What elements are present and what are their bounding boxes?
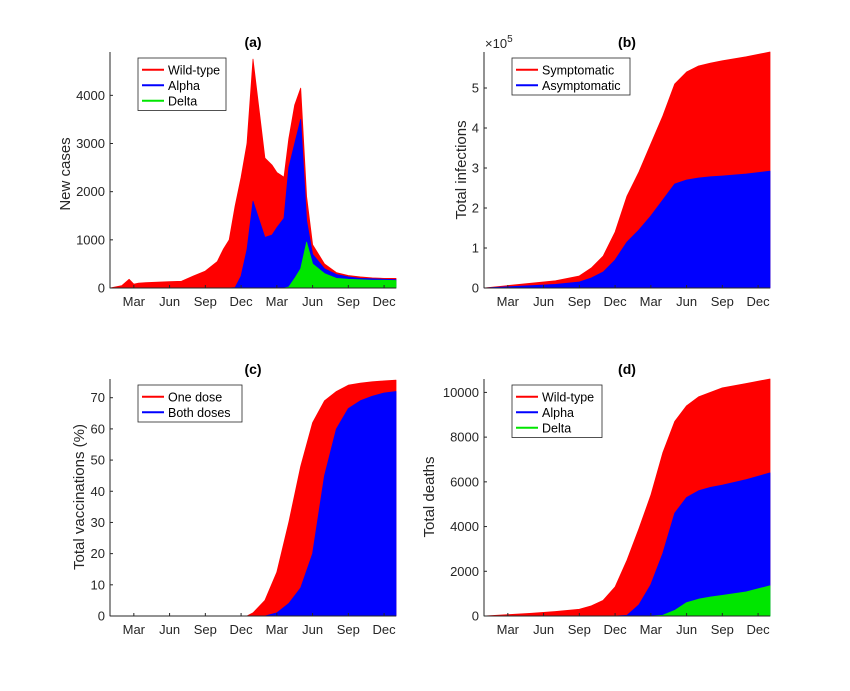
panel-a-x-tick-label: Sep — [337, 294, 360, 309]
panel-c-x-tick-label: Mar — [266, 622, 289, 637]
panel-a-y-tick-label: 1000 — [76, 232, 105, 247]
panel-b-x-tick-label: Mar — [640, 294, 663, 309]
panel-b-area-asymptomatic — [483, 170, 771, 289]
panel-d-y-tick-label: 8000 — [450, 430, 479, 445]
panel-a: 0 1000 2000 3000 4000 Mar Jun Sep Dec Mar Jun Sep De… — [57, 34, 397, 309]
panel-a-x-tick-label: Mar — [123, 294, 146, 309]
panel-a-legend-label-wild-type: Wild-type — [168, 63, 220, 77]
panel-b-x-tick-label: Dec — [747, 294, 771, 309]
panel-c-x-tick-label: Mar — [123, 622, 146, 637]
panel-b-ylabel: Total infections — [453, 120, 470, 219]
panel-c-x-tick-label: Dec — [230, 622, 254, 637]
panel-a-x-tick-label: Dec — [230, 294, 254, 309]
panel-a-legend-label-delta: Delta — [168, 94, 197, 108]
panel-b-legend-box — [511, 57, 631, 96]
panel-d-x-tick-label: Mar — [640, 622, 663, 637]
panel-a-x-tick-label: Jun — [159, 294, 180, 309]
panel-d-y-tick-label: 4000 — [450, 519, 479, 534]
panel-c-legend-label-both-doses: Both doses — [168, 406, 231, 420]
panel-b-x-tick-label: Mar — [497, 294, 520, 309]
panel-b-y-tick-label: 4 — [472, 121, 479, 136]
panel-d-x-tick-label: Sep — [568, 622, 591, 637]
panel-b-x-tick-label: Sep — [568, 294, 591, 309]
panel-d-x-tick-label: Dec — [604, 622, 628, 637]
panel-c-y-tick-label: 20 — [91, 546, 105, 561]
panel-b-title: (b) — [618, 34, 636, 50]
panel-d-x-tick-label: Jun — [533, 622, 554, 637]
panel-a-area-wild-type — [109, 58, 397, 289]
panel-a-y-tick-label: 3000 — [76, 136, 105, 151]
panel-b-x-tick-label: Jun — [533, 294, 554, 309]
panel-d-x-tick-label: Mar — [497, 622, 520, 637]
panel-c-y-tick-label: 70 — [91, 390, 105, 405]
panel-a-x-tick-label: Sep — [194, 294, 217, 309]
panel-c-y-tick-label: 50 — [91, 453, 105, 468]
panel-a-x-tick-label: Jun — [302, 294, 323, 309]
panel-d-legend-label-alpha: Alpha — [542, 406, 574, 420]
panel-c-y-tick-label: 60 — [91, 421, 105, 436]
panel-c-x-tick-label: Sep — [194, 622, 217, 637]
panel-b-x-tick-label: Jun — [676, 294, 697, 309]
panel-c-y-tick-label: 10 — [91, 577, 105, 592]
panel-c-x-tick-label: Jun — [302, 622, 323, 637]
panel-c-y-tick-label: 40 — [91, 484, 105, 499]
panel-d-areas — [483, 378, 771, 617]
panel-d-title: (d) — [618, 361, 636, 377]
panel-d-y-tick-label: 6000 — [450, 474, 479, 489]
panel-c-legend-label-one-dose: One dose — [168, 390, 222, 404]
panel-d-y-tick-label: 2000 — [450, 564, 479, 579]
panel-a-x-tick-label: Dec — [373, 294, 397, 309]
panel-a-y-tick-label: 0 — [98, 281, 105, 296]
panel-d-ylabel: Total deaths — [421, 457, 438, 538]
panel-a-axes: 0 1000 2000 3000 4000 Mar Jun Sep Dec Mar Jun Sep De… — [76, 52, 396, 309]
panel-c-area-both-doses — [109, 391, 397, 617]
panel-c-legend: One dose Both doses — [137, 384, 243, 423]
panel-b-legend-label-symptomatic: Symptomatic — [542, 63, 614, 77]
panel-b-legend-label-asymptomatic: Asymptomatic — [542, 79, 621, 93]
panel-b-x-tick-label: Sep — [711, 294, 734, 309]
panel-a-x-tick-label: Mar — [266, 294, 289, 309]
panel-a-title: (a) — [244, 34, 261, 50]
panel-c-x-tick-label: Dec — [373, 622, 397, 637]
panel-b-y-tick-label: 3 — [472, 161, 479, 176]
panel-b-y-tick-label: 0 — [472, 281, 479, 296]
panel-c-y-tick-label: 0 — [98, 609, 105, 624]
panel-a-ylabel: New cases — [57, 137, 74, 210]
panel-d-legend-label-delta: Delta — [542, 421, 571, 435]
panel-a-y-tick-label: 2000 — [76, 184, 105, 199]
panel-d-x-tick-label: Jun — [676, 622, 697, 637]
panel-c-x-tick-label: Sep — [337, 622, 360, 637]
panel-c-legend-box — [137, 384, 243, 423]
panel-d-y-tick-label: 10000 — [443, 385, 479, 400]
panel-b-areas — [483, 51, 771, 289]
panel-c-y-tick-label: 30 — [91, 515, 105, 530]
panel-b-axes: 0 1 2 3 4 5 Mar Jun Sep Dec Mar Jun Sep Dec — [472, 52, 770, 309]
panel-c-x-tick-label: Jun — [159, 622, 180, 637]
panel-c-ylabel: Total vaccinations (%) — [71, 424, 88, 570]
panel-d-x-tick-label: Sep — [711, 622, 734, 637]
panel-d-y-tick-label: 0 — [472, 609, 479, 624]
panel-b-y-tick-label: 2 — [472, 201, 479, 216]
panel-a-legend-label-alpha: Alpha — [168, 79, 200, 93]
panel-b: 0 1 2 3 4 5 Mar Jun Sep Dec Mar Jun Sep Dec (b) Total… — [453, 34, 771, 309]
panel-d: 0 2000 4000 6000 8000 10000 Mar Jun Sep Dec Mar Jun… — [421, 361, 771, 637]
panel-d-x-tick-label: Dec — [747, 622, 771, 637]
panel-d-axes: 0 2000 4000 6000 8000 10000 Mar Jun Sep Dec Mar Jun… — [443, 379, 770, 637]
panel-b-x-tick-label: Dec — [604, 294, 628, 309]
panel-b-y-tick-label: 5 — [472, 81, 479, 96]
panel-b-exponent: ×105 — [485, 34, 513, 51]
panel-c-axes: 0 10 20 30 40 50 60 70 Mar Jun Sep Dec Mar Jun Sep Dec — [91, 379, 397, 637]
panel-b-y-tick-label: 1 — [472, 241, 479, 256]
panel-d-legend-label-wild-type: Wild-type — [542, 390, 594, 404]
panel-c-title: (c) — [244, 361, 261, 377]
panel-a-y-tick-label: 4000 — [76, 88, 105, 103]
panel-b-legend: Symptomatic Asymptomatic — [511, 57, 631, 96]
